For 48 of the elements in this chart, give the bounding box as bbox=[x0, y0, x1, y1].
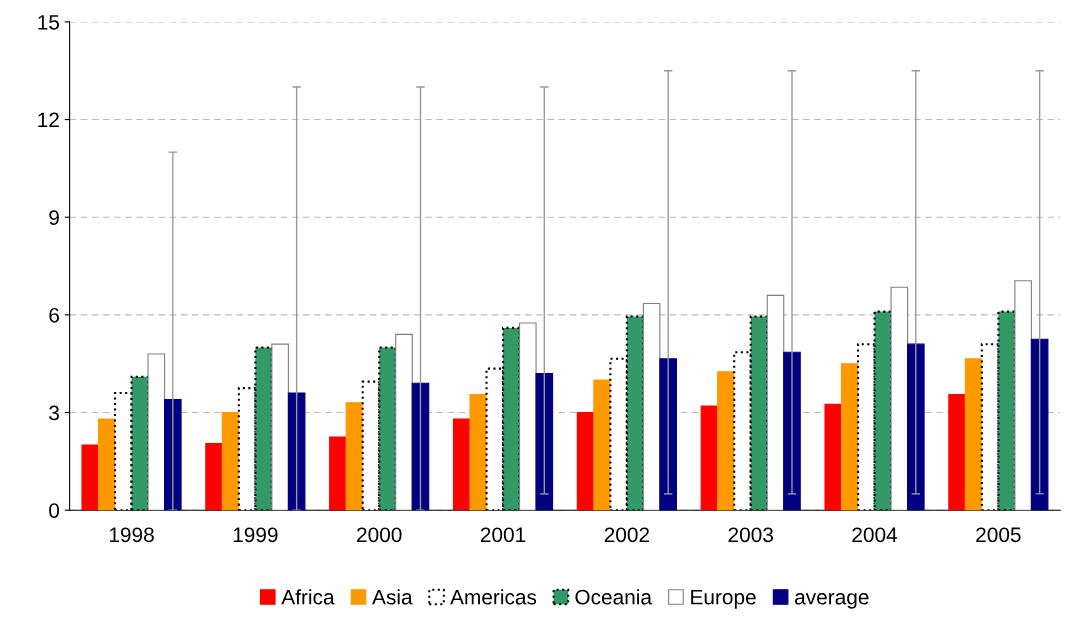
bar bbox=[840, 363, 859, 511]
x-tick-label: 2001 bbox=[480, 527, 526, 543]
x-tick-label: 1998 bbox=[109, 527, 154, 543]
legend-label: Oceania bbox=[575, 589, 652, 605]
x-tick-label: 2002 bbox=[604, 527, 649, 543]
x-tick-label: 2005 bbox=[976, 527, 1021, 543]
bar bbox=[97, 418, 116, 511]
bar bbox=[948, 394, 966, 511]
legend-label: Americas bbox=[450, 589, 537, 605]
bar bbox=[518, 322, 537, 511]
bar bbox=[642, 302, 661, 511]
x-tick-label: 2003 bbox=[728, 527, 773, 543]
legend-label: average bbox=[795, 593, 869, 609]
bar bbox=[329, 436, 347, 511]
bar bbox=[287, 392, 306, 511]
y-tick-label: 3 bbox=[49, 405, 59, 421]
bar bbox=[452, 418, 471, 511]
bar bbox=[1014, 280, 1032, 511]
y-tick-label: 9 bbox=[49, 210, 59, 225]
x-tick-label: 1999 bbox=[233, 527, 278, 543]
bar bbox=[700, 405, 719, 511]
legend-label: Asia bbox=[372, 589, 413, 605]
bar bbox=[766, 294, 785, 511]
bar bbox=[890, 286, 909, 511]
bar bbox=[535, 372, 554, 511]
y-tick-label: 12 bbox=[38, 112, 59, 128]
bar bbox=[824, 403, 843, 511]
bar bbox=[205, 442, 223, 511]
bar bbox=[411, 382, 430, 511]
x-tick-label: 2004 bbox=[852, 527, 898, 543]
bar bbox=[81, 444, 100, 511]
y-tick-label: 0 bbox=[49, 503, 60, 518]
y-tick-label: 15 bbox=[38, 15, 60, 30]
bar bbox=[221, 411, 240, 511]
legend-label: Europe bbox=[691, 589, 756, 609]
bar bbox=[964, 358, 983, 511]
bar bbox=[345, 402, 364, 511]
bar bbox=[147, 353, 166, 511]
bar bbox=[717, 371, 735, 511]
bar bbox=[469, 394, 488, 511]
y-tick-label: 6 bbox=[49, 307, 59, 323]
bar bbox=[1030, 338, 1049, 511]
bar bbox=[395, 333, 413, 511]
legend-label: Africa bbox=[281, 589, 335, 605]
bar bbox=[593, 379, 611, 511]
bar bbox=[271, 343, 289, 511]
x-tick-label: 2000 bbox=[357, 527, 402, 543]
bar bbox=[576, 411, 595, 511]
